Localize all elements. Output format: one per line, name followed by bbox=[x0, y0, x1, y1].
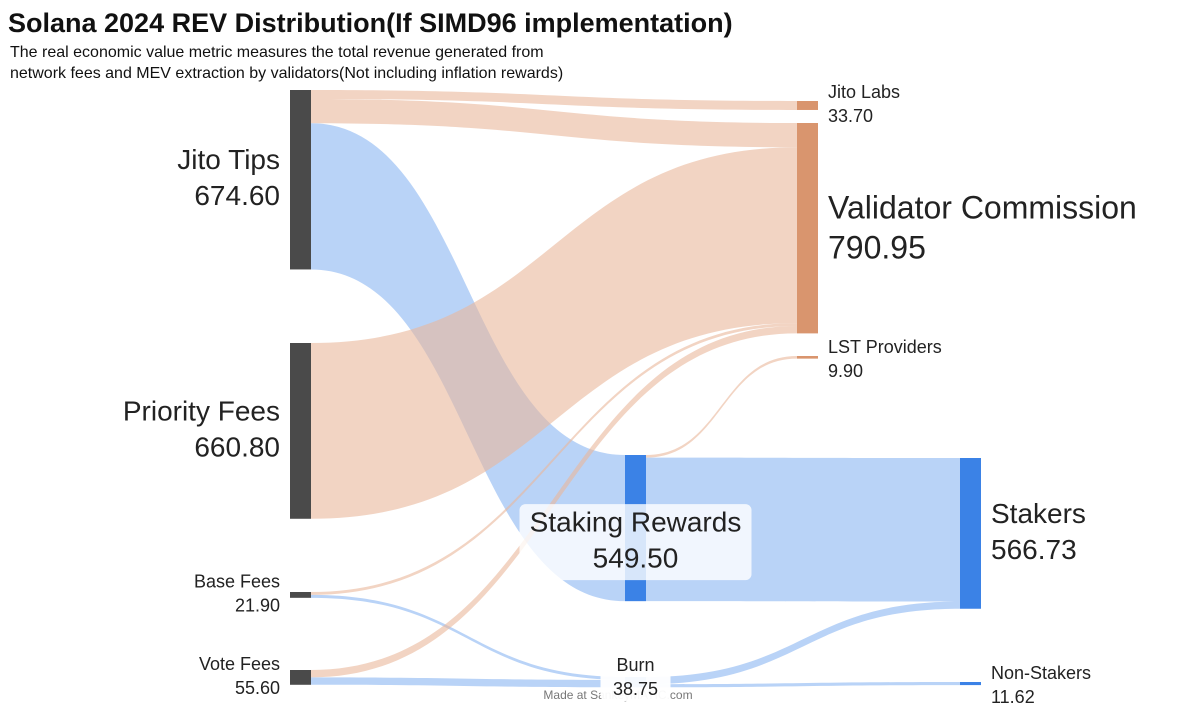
node-label: Jito Labs bbox=[828, 82, 900, 102]
nodes: Jito Tips 674.60 Priority Fees 660.80 Base F… bbox=[123, 82, 1137, 707]
node-value: 9.90 bbox=[828, 361, 863, 381]
subtitle: network fees and MEV extraction by valid… bbox=[10, 65, 563, 82]
node-value: 660.80 bbox=[194, 431, 280, 462]
node-label: Base Fees bbox=[194, 572, 280, 592]
link bbox=[646, 356, 797, 458]
node-label: Vote Fees bbox=[199, 654, 280, 674]
node-value: 790.95 bbox=[828, 230, 926, 266]
node bbox=[290, 343, 311, 519]
node-label: Jito Tips bbox=[177, 144, 280, 175]
subtitle: The real economic value metric measures … bbox=[10, 44, 544, 61]
node-label: LST Providers bbox=[828, 337, 942, 357]
node-label: Validator Commission bbox=[828, 190, 1137, 226]
link bbox=[646, 601, 960, 685]
links bbox=[311, 90, 960, 688]
node-value: 549.50 bbox=[593, 542, 679, 573]
node bbox=[797, 101, 818, 110]
chart-title: Solana 2024 REV Distribution(If SIMD96 i… bbox=[8, 8, 733, 38]
label-background bbox=[600, 655, 671, 702]
node-label: Burn bbox=[616, 655, 654, 675]
link bbox=[311, 323, 797, 595]
node bbox=[960, 682, 981, 686]
link bbox=[311, 594, 625, 680]
node bbox=[290, 592, 311, 598]
node-value: 21.90 bbox=[235, 596, 280, 616]
node-value: 674.60 bbox=[194, 180, 280, 211]
link bbox=[311, 147, 797, 519]
node-value: 38.75 bbox=[613, 679, 658, 699]
link bbox=[646, 682, 960, 688]
node-value: 33.70 bbox=[828, 106, 873, 126]
node-label: Staking Rewards bbox=[530, 506, 742, 537]
link bbox=[311, 90, 797, 110]
node bbox=[960, 458, 981, 609]
label-background bbox=[519, 504, 752, 581]
link bbox=[311, 98, 797, 148]
node-value: 55.60 bbox=[235, 678, 280, 698]
node-label: Non-Stakers bbox=[991, 663, 1091, 683]
link bbox=[311, 325, 797, 678]
node-value: 11.62 bbox=[991, 687, 1035, 707]
node-label: Stakers bbox=[991, 498, 1086, 529]
node bbox=[290, 90, 311, 270]
node bbox=[797, 123, 818, 334]
node-value: 566.73 bbox=[991, 534, 1077, 565]
node-label: Priority Fees bbox=[123, 395, 280, 426]
node bbox=[797, 356, 818, 359]
node bbox=[290, 670, 311, 685]
link bbox=[311, 677, 625, 688]
